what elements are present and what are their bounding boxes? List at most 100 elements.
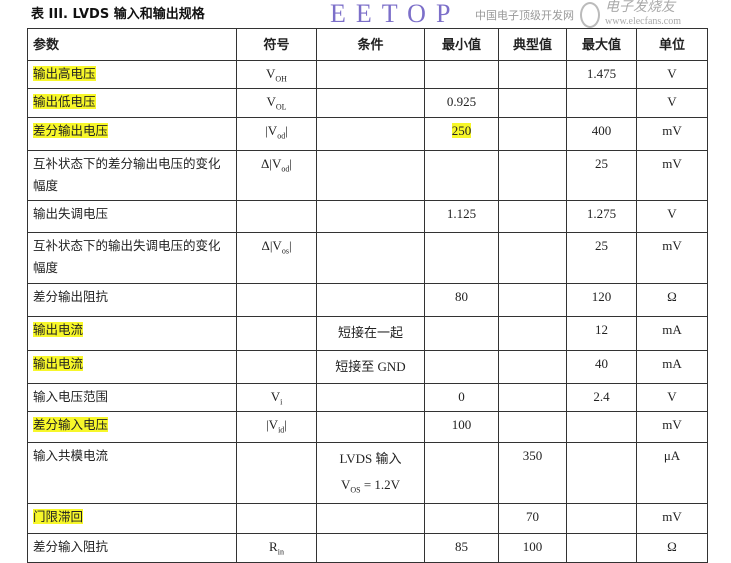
unit-value: mV [662,156,682,171]
max-cell: 120 [566,283,637,317]
max-cell [566,533,637,563]
param-cell: 输出失调电压 [27,200,237,233]
unit-cell: mV [636,117,708,151]
typ-cell [498,150,567,201]
param-cell: 输入电压范围 [27,383,237,412]
max-cell: 1.275 [566,200,637,233]
symbol-subscript: in [277,547,284,557]
max-cell: 2.4 [566,383,637,412]
table-row: 输出高电压 VOH 1.475 V [27,60,708,89]
lvds-spec-table: 参数 符号 条件 最小值 典型值 最大值 单位 输出高电压 VOH 1.475 V 输出低电压 VOL… [27,28,708,563]
param-cell: 输出电流 [27,316,237,351]
unit-value: Ω [667,539,677,554]
table-row: 互补状态下的差分输出电压的变化幅度 Δ|Vod| 25 mV [27,150,708,201]
param-name: 输入电压范围 [33,389,109,404]
typ-cell [498,117,567,151]
condition-cell: LVDS 输入 VOS = 1.2V [316,442,425,504]
min-cell [424,150,499,201]
param-name: 差分输入电压 [33,417,109,432]
unit-cell: mA [636,350,708,384]
min-cell: 100 [424,411,499,443]
condition-cell [316,383,425,412]
unit-cell: mA [636,316,708,351]
max-value: 400 [591,123,612,138]
typ-cell [498,411,567,443]
min-cell [424,442,499,504]
condition-cell [316,503,425,534]
symbol-cell: Δ|Vod| [236,150,317,201]
condition-cell [316,88,425,118]
max-cell: 400 [566,117,637,151]
symbol-cell: Δ|Vos| [236,232,317,284]
max-cell [566,442,637,504]
param-cell: 输出低电压 [27,88,237,118]
unit-cell: V [636,88,708,118]
unit-cell: V [636,383,708,412]
typ-cell [498,232,567,284]
min-value: 100 [451,417,472,432]
min-value: 85 [455,539,468,554]
unit-cell: mV [636,411,708,443]
symbol-subscript: id [278,425,285,435]
symbol-cell [236,316,317,351]
param-name: 互补状态下的输出失调电压的变化幅度 [33,238,221,275]
min-cell: 250 [424,117,499,151]
typ-cell [498,88,567,118]
max-cell: 40 [566,350,637,384]
symbol: Δ|V [261,156,282,171]
typ-cell [498,350,567,384]
symbol: V [266,94,276,109]
param-name: 输出电流 [33,356,84,371]
condition-cell [316,117,425,151]
table-row: 输出电流 短接至 GND 40 mA [27,350,708,384]
param-cell: 互补状态下的输出失调电压的变化幅度 [27,232,237,284]
max-cell [566,503,637,534]
symbol-cell [236,442,317,504]
param-cell: 互补状态下的差分输出电压的变化幅度 [27,150,237,201]
max-cell [566,411,637,443]
symbol-end: | [285,123,288,138]
unit-value: mA [662,356,682,371]
typ-cell: 70 [498,503,567,534]
table-row: 互补状态下的输出失调电压的变化幅度 Δ|Vos| 25 mV [27,232,708,284]
symbol-end: | [289,156,292,171]
table-row: 差分输出电压 |Vod| 250 400 mV [27,117,708,151]
max-cell: 1.475 [566,60,637,89]
param-name: 输出电流 [33,322,84,337]
watermark-elecfans-url: www.elecfans.com [605,16,681,27]
column-header: 典型值 [498,28,567,61]
param-name: 输入共模电流 [33,448,109,463]
table-row: 输入电压范围 Vi 0 2.4 V [27,383,708,412]
watermark-eetop: EETOP [330,0,461,28]
column-header: 符号 [236,28,317,61]
typ-cell [498,60,567,89]
condition-subscript: OS [350,485,361,495]
symbol: Δ|V [261,238,282,253]
symbol-cell: |Vod| [236,117,317,151]
table-row: 门限滞回 70 mV [27,503,708,534]
max-cell: 25 [566,232,637,284]
condition-cell [316,232,425,284]
table-row: 差分输出阻抗 80 120 Ω [27,283,708,317]
param-cell: 输出高电压 [27,60,237,89]
symbol: V [270,389,281,404]
param-name: 输出失调电压 [33,206,109,221]
max-cell: 25 [566,150,637,201]
unit-value: Ω [667,289,677,304]
table-row: 差分输入阻抗 Rin 85 100 Ω [27,533,708,563]
condition-cell [316,60,425,89]
unit-value: μA [663,448,681,463]
condition-cell [316,411,425,443]
param-cell: 差分输出阻抗 [27,283,237,317]
symbol-end: | [284,417,287,432]
symbol: V [266,66,276,81]
min-cell: 85 [424,533,499,563]
typ-value: 70 [526,509,539,524]
param-cell: 差分输出电压 [27,117,237,151]
unit-value: mV [662,417,682,432]
condition-line2: V [340,477,351,492]
param-cell: 门限滞回 [27,503,237,534]
unit-cell: mV [636,503,708,534]
min-cell [424,60,499,89]
max-value: 120 [591,289,612,304]
